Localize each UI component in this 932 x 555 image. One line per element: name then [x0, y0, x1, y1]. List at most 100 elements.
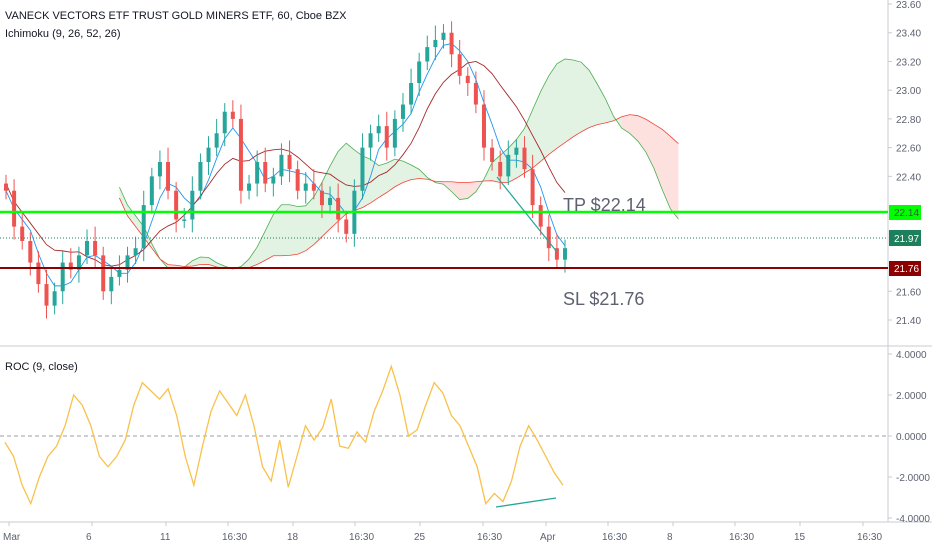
- price-trend-line[interactable]: [496, 176, 558, 253]
- candle-body[interactable]: [93, 241, 98, 256]
- ichimoku-lines: [5, 43, 566, 287]
- candle-body[interactable]: [166, 162, 171, 191]
- tp-annotation[interactable]: TP $22.14: [563, 195, 646, 215]
- candle-body[interactable]: [279, 154, 284, 177]
- last-price-tag[interactable]: 21.97: [889, 230, 921, 246]
- candle-body[interactable]: [76, 255, 81, 270]
- candle-body[interactable]: [44, 284, 49, 306]
- sl-annotation[interactable]: SL $21.76: [563, 289, 644, 309]
- candle-body[interactable]: [384, 126, 389, 148]
- candle-body[interactable]: [506, 154, 511, 177]
- candle-body[interactable]: [425, 47, 430, 62]
- candle-body[interactable]: [117, 269, 122, 277]
- svg-text:22.14: 22.14: [894, 208, 919, 219]
- candle-body[interactable]: [449, 32, 454, 55]
- candle-body[interactable]: [68, 262, 73, 270]
- candle-body[interactable]: [4, 183, 8, 191]
- time-axis: Mar 6 11 16:30 18 16:30 25 16:30 Apr 16:30 8 16:30 1…: [3, 522, 882, 543]
- candle-body[interactable]: [230, 111, 235, 119]
- candle-body[interactable]: [222, 111, 227, 134]
- candle-body[interactable]: [473, 83, 478, 105]
- candle-body[interactable]: [263, 162, 268, 184]
- candle-body[interactable]: [319, 190, 324, 206]
- candle-body[interactable]: [133, 248, 138, 256]
- tp-price-tag[interactable]: 22.14: [889, 205, 921, 220]
- cloud-segment: [508, 139, 517, 183]
- candle-body[interactable]: [28, 241, 33, 263]
- ichimoku-legend[interactable]: Ichimoku (9, 26, 52, 26): [5, 28, 121, 40]
- candle-body[interactable]: [206, 147, 211, 162]
- cloud-segment: [581, 62, 590, 132]
- candle-body[interactable]: [109, 276, 114, 292]
- candle-body[interactable]: [190, 190, 195, 220]
- candle-body[interactable]: [481, 104, 486, 148]
- candle-body[interactable]: [295, 169, 300, 191]
- candle-body[interactable]: [328, 197, 333, 206]
- candle-body[interactable]: [400, 104, 405, 119]
- candle-body[interactable]: [433, 39, 438, 48]
- candle-body[interactable]: [174, 190, 179, 220]
- cloud-segment: [346, 143, 355, 214]
- roc-divergence-line[interactable]: [495, 497, 557, 508]
- candle-body[interactable]: [247, 183, 252, 191]
- sl-price-tag[interactable]: 21.76: [889, 261, 921, 276]
- candle-body[interactable]: [368, 133, 373, 148]
- candle-body[interactable]: [182, 219, 187, 221]
- roc-pane[interactable]: [0, 346, 888, 522]
- candle-body[interactable]: [554, 248, 559, 260]
- candle-body[interactable]: [417, 61, 422, 83]
- candle-body[interactable]: [198, 162, 203, 191]
- candle-body[interactable]: [85, 241, 90, 256]
- candle-body[interactable]: [303, 183, 308, 191]
- candle-body[interactable]: [157, 162, 162, 177]
- candle-body[interactable]: [376, 126, 381, 134]
- candle-body[interactable]: [141, 205, 146, 249]
- candle-body[interactable]: [441, 32, 446, 40]
- time-tick-label: 16:30: [349, 532, 374, 543]
- candle-body[interactable]: [360, 147, 365, 191]
- tenkan-sen-line[interactable]: [5, 43, 566, 287]
- cloud-segment: [573, 60, 582, 137]
- candle-body[interactable]: [546, 226, 551, 249]
- candle-body[interactable]: [125, 255, 130, 270]
- roc-tick-label: -4.0000: [896, 514, 930, 525]
- candle-body[interactable]: [530, 169, 535, 206]
- candle-body[interactable]: [149, 176, 154, 206]
- cloud-segment: [467, 181, 476, 199]
- candle-body[interactable]: [465, 75, 470, 83]
- roc-legend[interactable]: ROC (9, close): [5, 361, 78, 373]
- candle-body[interactable]: [12, 190, 17, 227]
- candle-body[interactable]: [522, 147, 527, 170]
- candle-body[interactable]: [271, 176, 276, 184]
- candle-body[interactable]: [498, 162, 503, 177]
- symbol-title[interactable]: VANECK VECTORS ETF TRUST GOLD MINERS ETF…: [5, 10, 347, 22]
- candle-body[interactable]: [52, 291, 57, 306]
- candle-body[interactable]: [392, 118, 397, 148]
- candle-body[interactable]: [457, 54, 462, 76]
- candle-body[interactable]: [287, 154, 292, 170]
- candle-body[interactable]: [20, 226, 25, 241]
- candle-body[interactable]: [490, 147, 495, 162]
- roc-series-line[interactable]: [4, 364, 564, 506]
- candle-body[interactable]: [36, 262, 41, 285]
- senkou-span-b-line[interactable]: [119, 114, 679, 270]
- kijun-sen-line[interactable]: [5, 60, 566, 267]
- time-tick-label: 11: [160, 532, 171, 543]
- candle-body[interactable]: [101, 255, 106, 292]
- candle-body[interactable]: [409, 83, 414, 105]
- cloud-segment: [459, 182, 468, 200]
- candle-body[interactable]: [60, 262, 65, 292]
- price-pane[interactable]: [0, 0, 888, 346]
- candle-body[interactable]: [563, 248, 567, 260]
- candle-body[interactable]: [514, 147, 519, 155]
- candle-body[interactable]: [238, 118, 243, 191]
- price-tick-label: 22.40: [896, 172, 921, 183]
- candle-body[interactable]: [311, 183, 316, 191]
- candle-body[interactable]: [214, 133, 219, 148]
- candle-body[interactable]: [538, 205, 543, 227]
- candle-body[interactable]: [344, 219, 349, 234]
- candle-body[interactable]: [336, 197, 341, 220]
- candle-body[interactable]: [255, 162, 260, 184]
